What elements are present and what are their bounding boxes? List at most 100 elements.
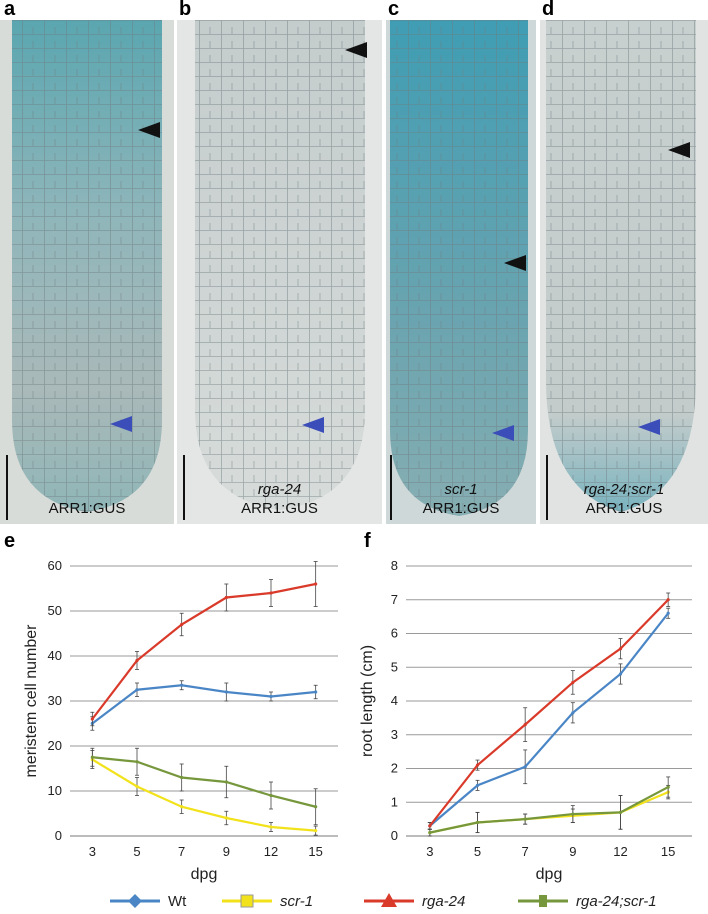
- data-point: [269, 825, 273, 829]
- micrograph-panel-a: ARR1:GUS: [0, 20, 174, 524]
- x-tick-label: 3: [426, 844, 433, 859]
- legend-label: scr-1: [280, 893, 313, 910]
- data-point: [180, 683, 184, 687]
- micrograph-panel-d: rga-24;scr-1 ARR1:GUS: [540, 20, 708, 524]
- y-tick-label: 20: [48, 738, 62, 753]
- series-rga-24: [90, 561, 318, 727]
- series-line: [91, 758, 316, 832]
- data-point: [224, 780, 228, 784]
- blue-arrowhead-icon: [638, 419, 660, 435]
- y-tick-label: 2: [391, 761, 398, 776]
- data-point: [135, 760, 139, 764]
- y-tick-label: 50: [48, 603, 62, 618]
- black-arrowhead-icon: [504, 255, 526, 271]
- diamond-marker-icon: [128, 894, 142, 908]
- x-tick-label: 9: [223, 844, 230, 859]
- legend-label: rga-24: [422, 893, 465, 910]
- legend-item: rga-24;scr-1: [518, 893, 657, 910]
- meristem-cell-number-chart: 0 10 20 30 40 50 60 3 5 7 9 12 15 dpg meristem cell nu…: [23, 558, 338, 883]
- chart-letter-f: f: [364, 530, 371, 552]
- legend-item: scr-1: [222, 893, 313, 910]
- x-tick-label: 15: [661, 844, 675, 859]
- x-tick-label: 5: [133, 844, 140, 859]
- y-tick-label: 5: [391, 659, 398, 674]
- data-point: [90, 755, 94, 759]
- y-tick-label: 7: [391, 592, 398, 607]
- panel-letter-a: a: [4, 0, 16, 20]
- series-line: [429, 791, 669, 834]
- data-point: [666, 611, 670, 615]
- data-point: [269, 694, 273, 699]
- x-tick-label: 5: [474, 844, 481, 859]
- series-line: [91, 684, 316, 725]
- series-rga-24;scr-1: [90, 747, 318, 826]
- series-Wt: [427, 607, 671, 830]
- y-tick-label: 8: [391, 558, 398, 573]
- data-point: [618, 647, 623, 651]
- data-point: [269, 793, 273, 798]
- legend-item: rga-24: [364, 893, 465, 910]
- panel-label-b: rga-24 ARR1:GUS: [241, 481, 318, 517]
- legend-label: rga-24;scr-1: [576, 893, 657, 910]
- scale-bar: [6, 455, 8, 520]
- data-point: [135, 688, 139, 692]
- panel-letter-b: b: [179, 0, 192, 20]
- chart-letter-e: e: [4, 530, 16, 552]
- data-point: [475, 783, 480, 787]
- data-point: [224, 816, 228, 820]
- data-point: [135, 658, 139, 663]
- root-image-d: [546, 20, 696, 512]
- y-tick-label: 6: [391, 626, 398, 641]
- series-line: [92, 756, 316, 808]
- black-arrowhead-icon: [345, 42, 367, 58]
- y-tick-label: 10: [48, 783, 62, 798]
- x-tick-label: 15: [308, 844, 322, 859]
- blue-arrowhead-icon: [110, 416, 132, 432]
- panel-label-d: rga-24;scr-1 ARR1:GUS: [583, 481, 665, 517]
- data-point: [475, 820, 480, 825]
- data-point: [571, 711, 575, 715]
- blue-arrowhead-icon: [492, 425, 514, 441]
- y-axis-label: meristem cell number: [23, 624, 40, 778]
- y-tick-label: 40: [48, 648, 62, 663]
- data-point: [224, 595, 228, 600]
- y-tick-label: 0: [55, 828, 62, 843]
- series-rga-24;scr-1: [427, 776, 671, 837]
- panel-label-c: scr-1 ARR1:GUS: [422, 481, 500, 517]
- series-scr-1: [427, 784, 671, 837]
- data-point: [269, 591, 273, 595]
- black-arrowhead-icon: [668, 142, 690, 158]
- x-axis-label: dpg: [536, 866, 563, 883]
- y-tick-label: 1: [391, 794, 398, 809]
- series-line: [429, 786, 669, 834]
- series-scr-1: [90, 750, 318, 836]
- y-tick-label: 30: [48, 693, 62, 708]
- data-point: [428, 831, 432, 835]
- series-line: [429, 612, 670, 827]
- cross-marker-icon: [539, 895, 547, 907]
- data-point: [314, 805, 318, 809]
- y-axis-label: root length (cm): [359, 645, 376, 757]
- data-point: [428, 824, 432, 828]
- data-point: [224, 690, 228, 694]
- micrograph-panel-b: rga-24 ARR1:GUS: [177, 20, 382, 524]
- data-point: [666, 598, 670, 602]
- scale-bar: [183, 455, 185, 520]
- y-tick-label: 4: [391, 693, 398, 708]
- y-tick-label: 3: [391, 727, 398, 742]
- square-marker-icon: [240, 894, 254, 908]
- black-arrowhead-icon: [138, 122, 160, 138]
- legend-item: Wt: [110, 893, 187, 910]
- data-point: [523, 817, 527, 821]
- root-image-b: [195, 20, 367, 510]
- data-point: [180, 775, 184, 780]
- root-image-c: [390, 20, 528, 516]
- data-point: [571, 812, 575, 816]
- x-tick-label: 9: [569, 844, 576, 859]
- panel-label-a: ARR1:GUS: [48, 500, 126, 517]
- data-point: [90, 717, 94, 721]
- x-tick-label: 7: [522, 844, 529, 859]
- data-point: [135, 784, 139, 789]
- data-point: [475, 763, 480, 767]
- x-tick-label: 7: [178, 844, 185, 859]
